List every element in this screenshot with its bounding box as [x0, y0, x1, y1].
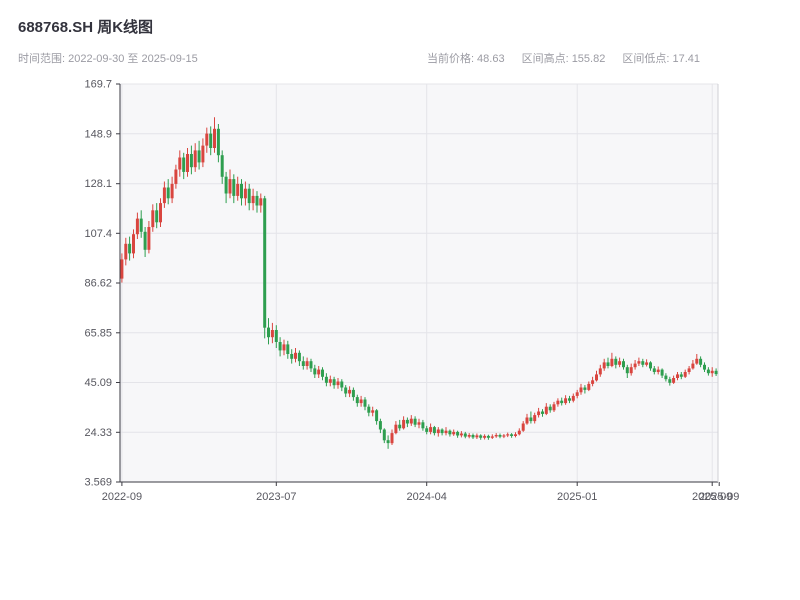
range-high-label: 区间高点: — [521, 53, 569, 65]
svg-text:2024-04: 2024-04 — [407, 491, 447, 503]
range-low-stat: 区间低点: 17.41 — [622, 53, 700, 65]
range-high-stat: 区间高点: 155.82 — [522, 53, 606, 65]
range-high-value: 155.82 — [571, 53, 606, 65]
svg-text:65.85: 65.85 — [84, 327, 112, 339]
svg-text:2025-09: 2025-09 — [692, 491, 732, 503]
current-price-label: 当前价格: — [426, 53, 475, 65]
current-price-value: 48.63 — [477, 53, 505, 65]
page-title: 688768.SH 周K线图 — [18, 19, 154, 36]
range-low-value: 17.41 — [672, 53, 700, 65]
svg-text:169.7: 169.7 — [84, 79, 112, 91]
svg-text:2025-09: 2025-09 — [699, 491, 739, 503]
current-price-stat: 当前价格: 48.63 — [427, 53, 505, 65]
svg-text:2022-09: 2022-09 — [102, 491, 142, 503]
range-low-label: 区间低点: — [622, 53, 670, 65]
svg-text:107.4: 107.4 — [84, 228, 112, 240]
svg-text:45.09: 45.09 — [84, 377, 112, 389]
svg-text:128.1: 128.1 — [84, 178, 112, 190]
price-stats: 当前价格: 48.63 区间高点: 155.82 区间低点: 17.41 — [413, 50, 700, 66]
svg-text:3.569: 3.569 — [84, 477, 112, 489]
svg-text:24.33: 24.33 — [84, 427, 112, 439]
svg-text:148.9: 148.9 — [84, 128, 112, 140]
svg-text:2025-01: 2025-01 — [557, 491, 597, 503]
svg-text:2023-07: 2023-07 — [256, 491, 296, 503]
svg-text:86.62: 86.62 — [84, 278, 112, 290]
time-range-label: 时间范围: 2022-09-30 至 2025-09-15 — [18, 53, 198, 65]
